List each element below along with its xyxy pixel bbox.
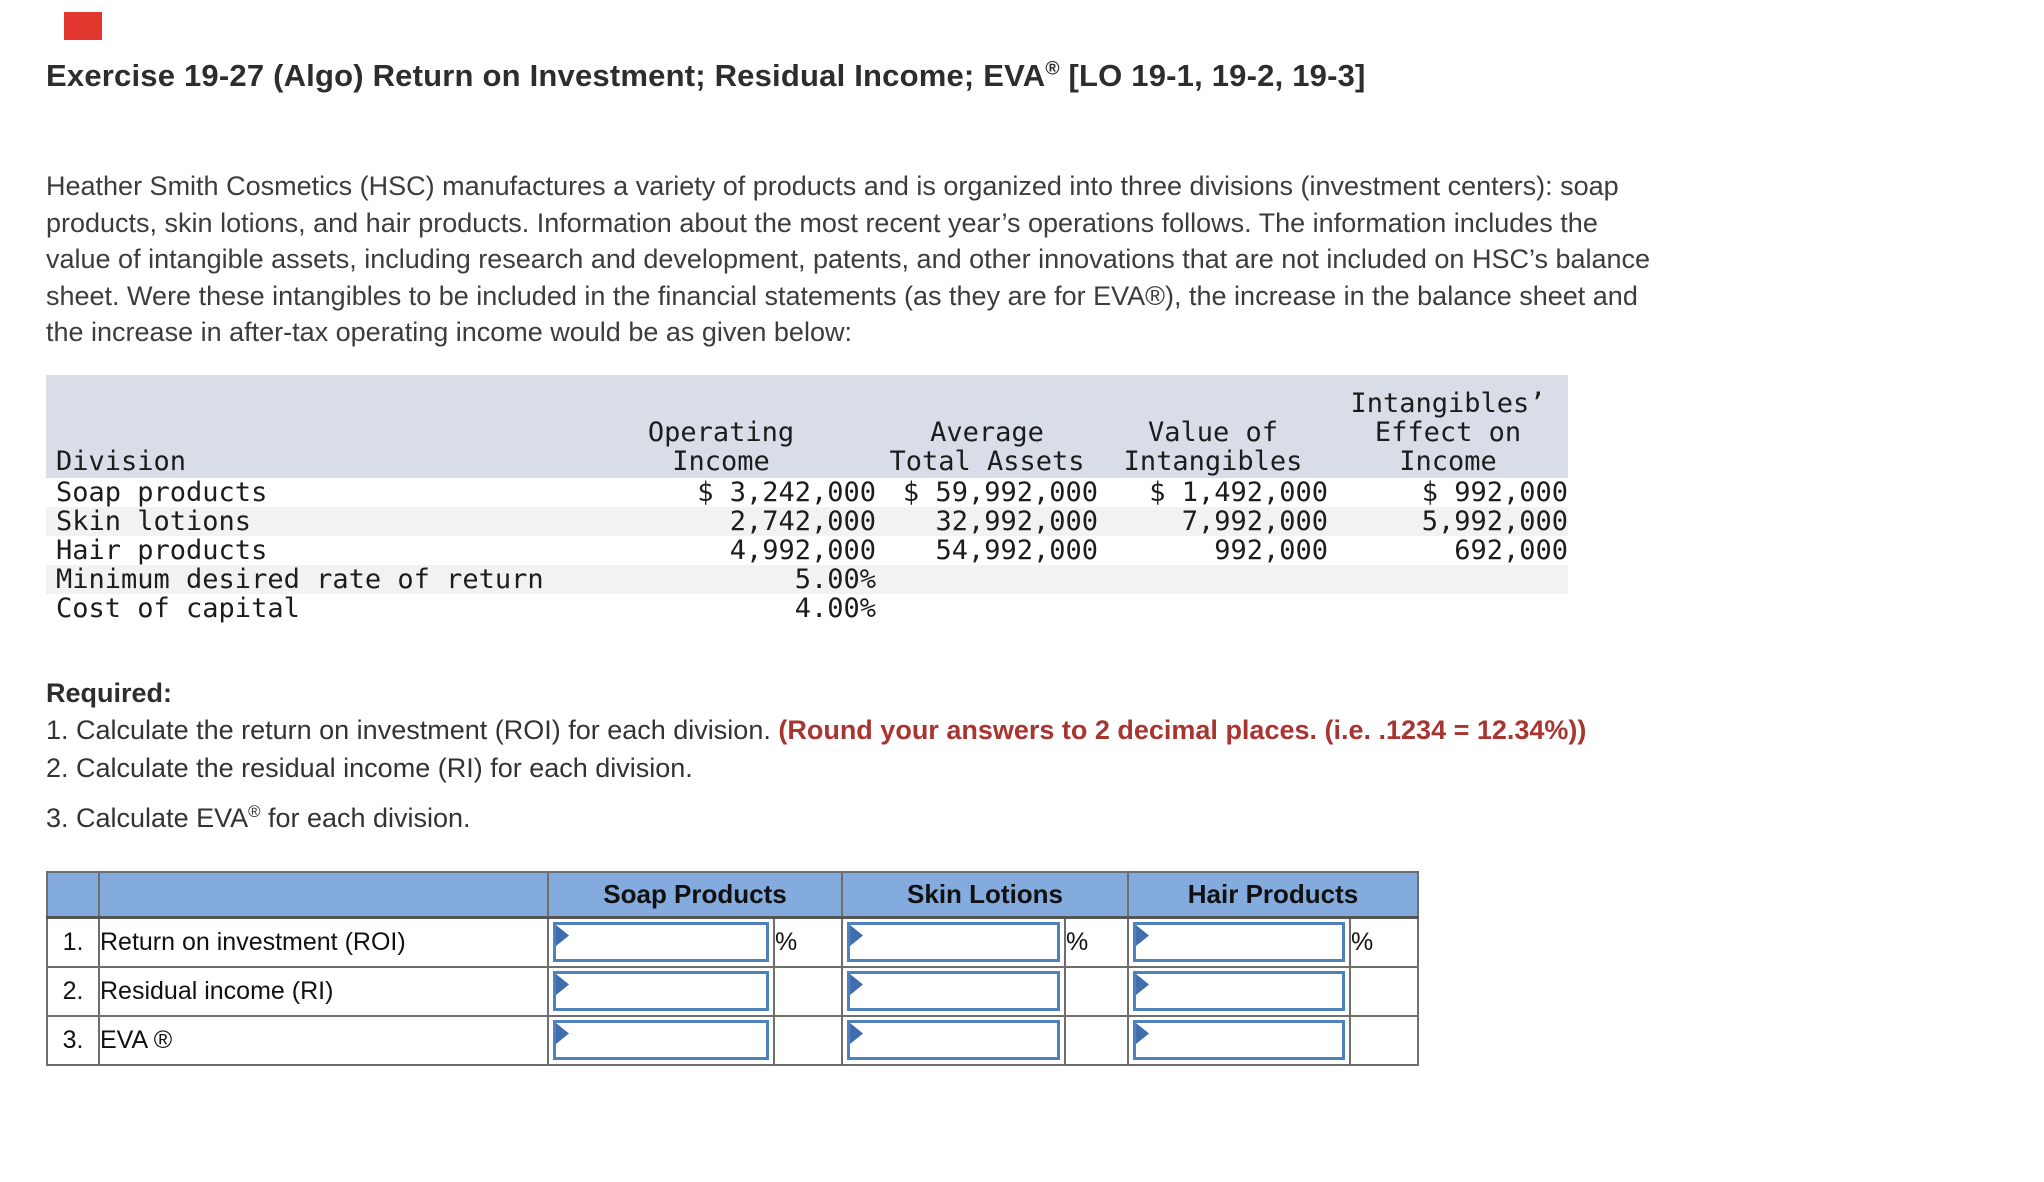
cell-value: 32,992,000 — [935, 506, 1098, 536]
required-item-1: 1. Calculate the return on investment (R… — [46, 714, 1587, 745]
unit-label — [1064, 965, 1130, 1017]
roi-soap-input[interactable] — [553, 922, 769, 962]
cell-value — [1328, 594, 1568, 623]
cell-value — [1328, 565, 1568, 594]
ri-skin-input[interactable] — [847, 971, 1061, 1011]
red-marker — [64, 12, 102, 40]
roi-hair-input[interactable] — [1133, 922, 1346, 962]
intro-line: the increase in after-tax operating inco… — [46, 317, 852, 347]
required-heading: Required: — [46, 677, 173, 708]
ri-soap-input[interactable] — [553, 971, 769, 1011]
answer-flag-icon — [556, 974, 569, 995]
cell-value: $ 1,492,000 — [1149, 477, 1328, 507]
cell-value: $ 3,242,000 — [697, 477, 876, 507]
col-header-value-of-intangibles: Value of Intangibles — [1098, 374, 1328, 478]
eva-skin-input[interactable] — [847, 1020, 1061, 1060]
unit-label — [772, 1014, 844, 1066]
registered-trademark-icon: ® — [1045, 58, 1060, 80]
registered-trademark-icon: ® — [248, 801, 261, 821]
answer-flag-icon — [1136, 974, 1150, 995]
required-section: Required: 1. Calculate the return on inv… — [46, 675, 2044, 837]
answer-flag-icon — [850, 925, 864, 946]
table-row: Skin lotions 2,742,000 32,992,000 7,992,… — [46, 506, 1568, 536]
unit-label — [772, 965, 844, 1017]
cell-value — [876, 565, 1098, 594]
rounding-instruction: (Round your answers to 2 decimal places.… — [778, 714, 1587, 745]
cell-value — [1098, 565, 1328, 594]
unit-label — [1349, 965, 1420, 1017]
eva-hair-input[interactable] — [1133, 1020, 1346, 1060]
answer-row-ri: 2. Residual income (RI) — [46, 965, 1420, 1017]
unit-label: % — [1349, 916, 1420, 968]
division-data-table: Division Operating Income Average Total As… — [46, 374, 1568, 623]
col-header-skin-lotions: Skin Lotions — [841, 870, 1130, 919]
col-header-average-total-assets: Average Total Assets — [876, 374, 1098, 478]
col-header-intangibles-effect: Intangibles’ Effect on Income — [1328, 374, 1568, 478]
cell-value: 5,992,000 — [1421, 506, 1568, 536]
ri-hair-input[interactable] — [1133, 971, 1346, 1011]
row-label: Minimum desired rate of return — [56, 564, 544, 594]
title-text: Exercise 19-27 (Algo) Return on Investme… — [46, 58, 1046, 93]
answer-row-eva: 3. EVA ® — [46, 1014, 1420, 1066]
table-row: Hair products 4,992,000 54,992,000 992,0… — [46, 536, 1568, 565]
row-label: Soap products — [56, 477, 268, 507]
cell-value: 692,000 — [1454, 535, 1568, 565]
table-row: Soap products $ 3,242,000 $ 59,992,000 $… — [46, 478, 1568, 507]
row-label: Hair products — [56, 535, 268, 565]
roi-skin-input[interactable] — [847, 922, 1061, 962]
answer-flag-icon — [556, 925, 569, 946]
col-header-division: Division — [46, 374, 566, 478]
row-number: 3. — [46, 1014, 100, 1066]
cell-value: 992,000 — [1214, 535, 1328, 565]
unit-label: % — [772, 916, 844, 968]
table-row: Cost of capital 4.00% — [46, 594, 1568, 623]
cell-value: 2,742,000 — [729, 506, 876, 536]
answer-flag-icon — [850, 974, 864, 995]
row-number: 1. — [46, 916, 100, 968]
intro-line: value of intangible assets, including re… — [46, 244, 1651, 274]
division-table-header-row: Division Operating Income Average Total As… — [46, 374, 1568, 478]
col-header-soap-products: Soap Products — [546, 870, 844, 919]
row-label: Cost of capital — [56, 593, 300, 623]
table-row: Minimum desired rate of return 5.00% — [46, 564, 1568, 594]
cell-value: 5.00% — [794, 564, 876, 594]
page-title: Exercise 19-27 (Algo) Return on Investme… — [46, 0, 2044, 96]
cell-value: 7,992,000 — [1181, 506, 1328, 536]
corner-cell — [46, 870, 100, 919]
cell-value — [876, 594, 1098, 623]
intro-line: sheet. Were these intangibles to be incl… — [46, 280, 1638, 311]
unit-label — [1064, 1014, 1130, 1066]
col-header-hair-products: Hair Products — [1127, 870, 1420, 919]
cell-value: 4,992,000 — [729, 535, 876, 565]
row-label: Return on investment (ROI) — [98, 916, 549, 968]
required-item-2: 2. Calculate the residual income (RI) fo… — [46, 752, 693, 783]
row-label: Residual income (RI) — [98, 965, 549, 1017]
row-label: EVA ® — [98, 1014, 549, 1066]
cell-value — [1098, 594, 1328, 623]
answer-flag-icon — [556, 1023, 569, 1044]
answer-flag-icon — [1136, 925, 1150, 946]
cell-value: 4.00% — [794, 593, 876, 623]
cell-value: 54,992,000 — [935, 535, 1098, 565]
eva-soap-input[interactable] — [553, 1020, 769, 1060]
label-header-cell — [98, 870, 549, 919]
intro-line: products, skin lotions, and hair product… — [46, 207, 1598, 238]
answer-table-header-row: Soap Products Skin Lotions Hair Products — [46, 870, 1420, 919]
row-label: Skin lotions — [56, 506, 252, 536]
unit-label: % — [1064, 916, 1130, 968]
title-lo-codes: [LO 19-1, 19-2, 19-3] — [1059, 58, 1366, 93]
answer-row-roi: 1. Return on investment (ROI) % % % — [46, 916, 1420, 968]
answer-table: Soap Products Skin Lotions Hair Products… — [46, 870, 1420, 1066]
answer-flag-icon — [850, 1023, 864, 1044]
row-number: 2. — [46, 965, 100, 1017]
intro-line: Heather Smith Cosmetics (HSC) manufactur… — [46, 171, 1619, 201]
answer-flag-icon — [1136, 1023, 1150, 1044]
col-header-operating-income: Operating Income — [566, 374, 876, 478]
required-item-3: 3. Calculate EVA® for each division. — [46, 801, 471, 833]
unit-label — [1349, 1014, 1420, 1066]
cell-value: $ 992,000 — [1421, 477, 1568, 507]
intro-paragraph: Heather Smith Cosmetics (HSC) manufactur… — [46, 168, 2044, 351]
cell-value: $ 59,992,000 — [902, 477, 1098, 507]
